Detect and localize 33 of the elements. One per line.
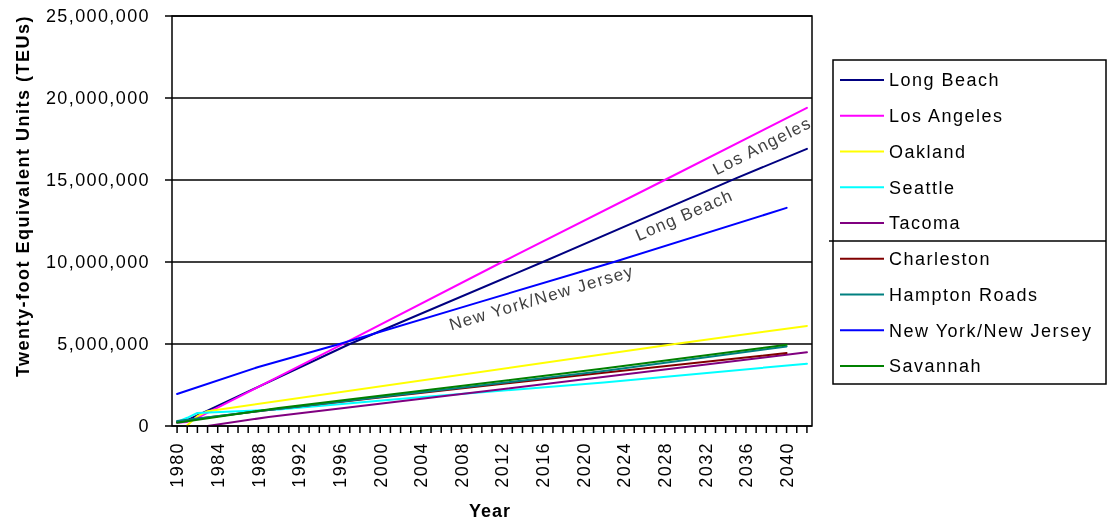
legend-label: Tacoma bbox=[889, 213, 962, 234]
y-tick-label: 10,000,000 bbox=[45, 252, 150, 273]
legend-label: Long Beach bbox=[889, 70, 1001, 91]
x-tick-label: 2004 bbox=[411, 442, 432, 488]
x-tick-label: 1984 bbox=[208, 442, 229, 488]
y-tick-label: 0 bbox=[138, 416, 150, 437]
x-tick-label: 2040 bbox=[776, 442, 797, 488]
legend-label: Charleston bbox=[889, 249, 992, 270]
x-tick-label: 2020 bbox=[573, 442, 594, 488]
x-axis-title: Year bbox=[468, 501, 512, 521]
x-tick-label: 2012 bbox=[492, 442, 513, 488]
x-tick-label: 2032 bbox=[695, 442, 716, 488]
x-tick-label: 1992 bbox=[289, 442, 310, 488]
y-tick-label: 5,000,000 bbox=[57, 334, 150, 355]
y-axis-title: Twenty-foot Equivalent Units (TEUs) bbox=[13, 14, 33, 378]
legend-label: New York/New Jersey bbox=[889, 320, 1093, 341]
legend-label: Hampton Roads bbox=[889, 284, 1039, 305]
legend-label: Los Angeles bbox=[889, 106, 1004, 127]
x-tick-label: 2016 bbox=[533, 442, 554, 488]
y-tick-label: 15,000,000 bbox=[45, 170, 150, 191]
legend-label: Oakland bbox=[889, 141, 967, 162]
x-tick-label: 1988 bbox=[248, 442, 269, 488]
x-tick-label: 2000 bbox=[370, 442, 391, 488]
legend-label: Savannah bbox=[889, 356, 983, 377]
x-tick-label: 1996 bbox=[329, 442, 350, 488]
x-tick-label: 2036 bbox=[736, 442, 757, 488]
x-tick-label: 2028 bbox=[655, 442, 675, 488]
y-tick-label: 20,000,000 bbox=[45, 88, 150, 109]
legend-label: Seattle bbox=[889, 177, 956, 198]
y-tick-label: 25,000,000 bbox=[45, 6, 150, 27]
x-tick-label: 1980 bbox=[167, 442, 188, 488]
x-tick-label: 2008 bbox=[451, 442, 472, 488]
x-tick-label: 2024 bbox=[614, 442, 635, 488]
